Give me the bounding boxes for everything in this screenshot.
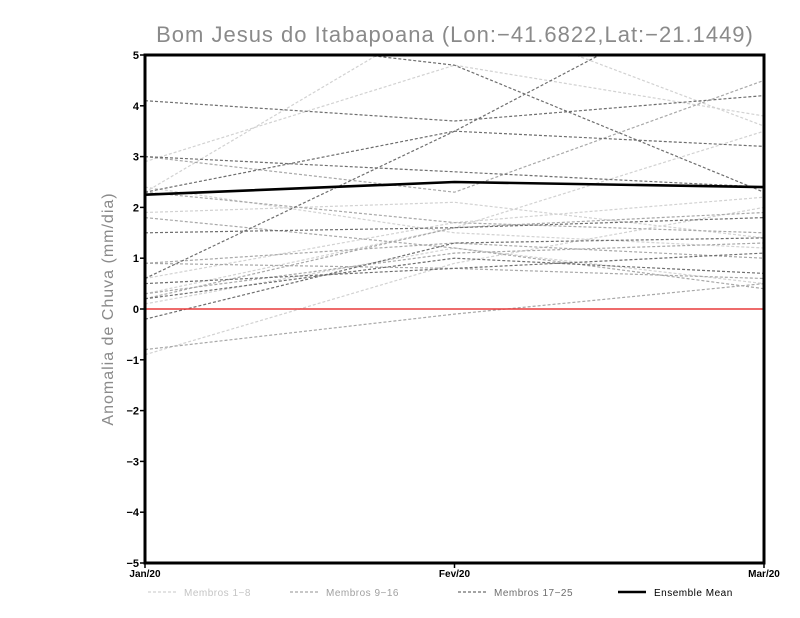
member-line-4 <box>145 130 764 295</box>
x-tick-label: Fev/20 <box>439 569 471 580</box>
legend-label: Ensemble Mean <box>654 588 733 599</box>
member-line-14 <box>145 242 764 295</box>
y-tick-label: −5 <box>126 558 139 570</box>
member-line-23 <box>145 237 764 320</box>
member-line-5 <box>145 206 764 356</box>
y-tick-label: 2 <box>133 202 139 214</box>
member-line-18 <box>145 156 764 188</box>
member-line-11 <box>145 242 764 264</box>
member-line-7 <box>145 186 764 249</box>
y-tick-label: −1 <box>126 355 139 367</box>
legend-label: Membros 9−16 <box>326 588 399 599</box>
member-line-16 <box>145 262 764 280</box>
member-line-6 <box>145 196 764 280</box>
x-axis: Jan/20 Fev/20 Mar/20 <box>129 563 780 580</box>
y-tick-label: −2 <box>126 406 139 418</box>
y-tick-label: 1 <box>133 253 139 265</box>
ensemble-mean-layer <box>145 180 764 196</box>
member-line-25 <box>145 252 764 285</box>
member-line-12 <box>145 283 764 351</box>
member-line-8 <box>145 247 764 305</box>
legend-label: Membros 1−8 <box>184 588 251 599</box>
legend: Membros 1−8 Membros 9−16 Membros 17−25 Ense… <box>148 588 733 599</box>
series-layer <box>145 55 764 356</box>
member-line-15 <box>145 217 764 290</box>
y-tick-label: 3 <box>133 152 139 164</box>
member-line-17 <box>145 95 764 122</box>
y-tick-label: −3 <box>126 456 139 468</box>
x-tick-label: Mar/20 <box>748 569 780 580</box>
member-line-22 <box>145 130 764 193</box>
y-tick-label: −4 <box>126 507 139 519</box>
member-line-9 <box>145 191 764 234</box>
member-line-21 <box>145 217 764 234</box>
y-axis: −5 −4 −3 −2 −1 0 1 2 3 4 5 <box>126 50 145 570</box>
member-line-10 <box>145 211 764 300</box>
chart-title: Bom Jesus do Itabapoana (Lon:−41.6822,La… <box>156 22 754 47</box>
y-axis-label: Anomalia de Chuva (mm/dia) <box>100 192 117 425</box>
member-line-13 <box>145 79 764 193</box>
ensemble-mean-line <box>145 180 764 196</box>
x-tick-label: Jan/20 <box>129 569 161 580</box>
member-line-2 <box>145 55 764 193</box>
member-line-20 <box>360 55 764 193</box>
y-tick-label: 4 <box>133 101 140 113</box>
y-tick-label: 0 <box>133 304 139 316</box>
y-tick-label: 5 <box>133 50 139 62</box>
member-line-24 <box>145 257 764 300</box>
legend-label: Membros 17−25 <box>494 588 573 599</box>
